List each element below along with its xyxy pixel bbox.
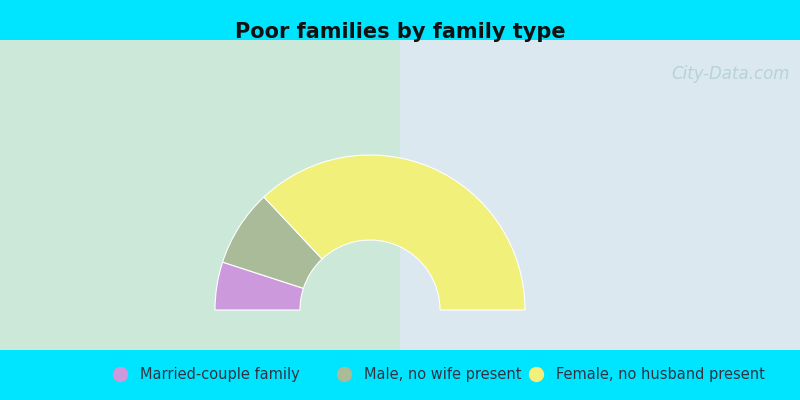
Text: Married-couple family: Married-couple family [140,366,300,382]
Text: Male, no wife present: Male, no wife present [364,366,522,382]
Wedge shape [215,262,303,310]
Text: City-Data.com: City-Data.com [671,65,790,83]
Wedge shape [222,197,322,288]
Text: Poor families by family type: Poor families by family type [234,22,566,42]
Wedge shape [264,155,525,310]
Text: Female, no husband present: Female, no husband present [556,366,765,382]
